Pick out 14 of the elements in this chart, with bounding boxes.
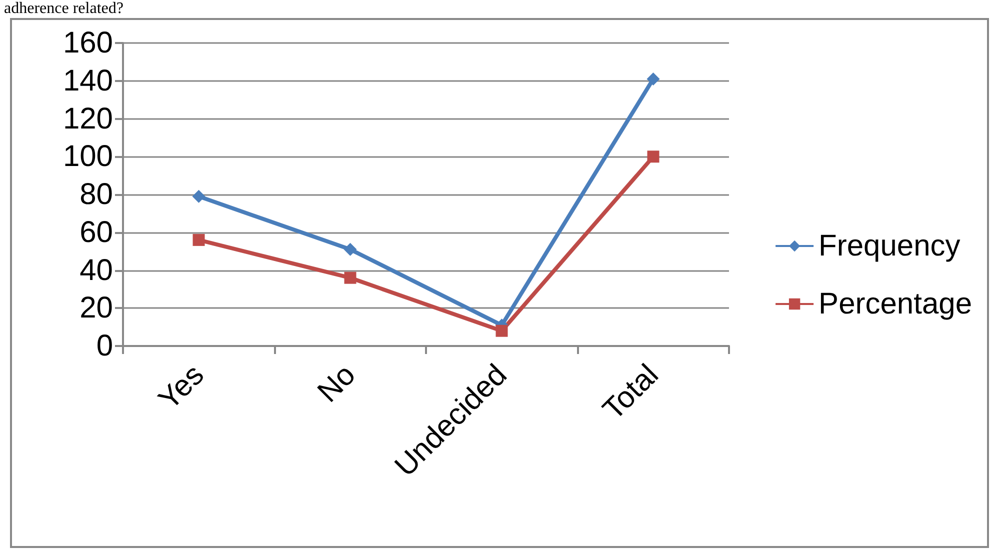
y-tick-label: 20 [80, 292, 113, 325]
y-tick-label: 0 [96, 330, 113, 362]
y-tick-label: 100 [62, 140, 113, 174]
legend-label: Percentage [818, 288, 972, 320]
x-tick-label: No [311, 358, 362, 409]
y-tick-label: 140 [62, 64, 113, 98]
legend-label: Frequency [818, 230, 960, 262]
x-tick-label: Yes [152, 358, 210, 416]
chart-title: adherence related? [4, 0, 124, 18]
y-tick-label: 60 [80, 216, 113, 249]
y-tick-label: 120 [62, 102, 113, 136]
y-tick-label: 160 [62, 26, 113, 60]
y-tick-label: 40 [80, 254, 113, 287]
y-tick-label: 80 [80, 178, 113, 211]
